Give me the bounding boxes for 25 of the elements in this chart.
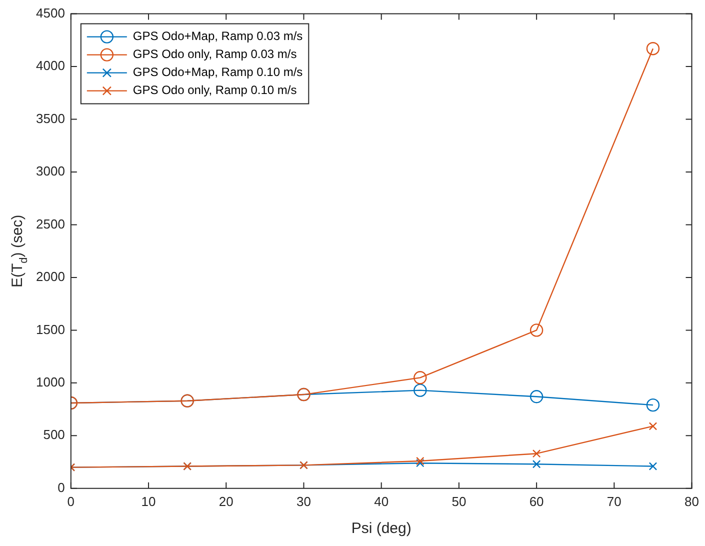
legend-label: GPS Odo only, Ramp 0.03 m/s	[132, 47, 297, 62]
x-tick-label: 20	[218, 494, 234, 509]
x-tick-label: 0	[67, 494, 75, 509]
x-axis-title: Psi (deg)	[351, 520, 412, 538]
y-tick-label: 1500	[36, 322, 65, 337]
y-tick-label: 2500	[36, 216, 65, 232]
legend-label: GPS Odo+Map, Ramp 0.10 m/s	[132, 65, 303, 80]
y-axis-title: E(Td) (sec)	[9, 214, 30, 288]
x-tick-label: 70	[606, 494, 622, 509]
y-tick-label: 500	[43, 427, 65, 442]
y-tick-label: 1000	[36, 374, 65, 390]
x-tick-label: 80	[684, 494, 700, 509]
y-tick-label: 4500	[36, 5, 65, 20]
x-tick-label: 30	[296, 494, 311, 509]
y-tick-label: 3500	[36, 110, 65, 126]
y-tick-label: 0	[58, 480, 65, 495]
x-tick-label: 40	[374, 494, 389, 509]
y-tick-label: 2000	[36, 269, 65, 284]
legend-label: GPS Odo+Map, Ramp 0.03 m/s	[132, 29, 303, 44]
x-tick-label: 50	[452, 494, 466, 509]
x-tick-label: 10	[141, 494, 156, 509]
y-tick-label: 3000	[36, 164, 65, 179]
x-tick-label: 60	[529, 494, 544, 509]
y-tick-label: 4000	[36, 58, 65, 74]
legend-label: GPS Odo only, Ramp 0.10 m/s	[132, 83, 297, 98]
